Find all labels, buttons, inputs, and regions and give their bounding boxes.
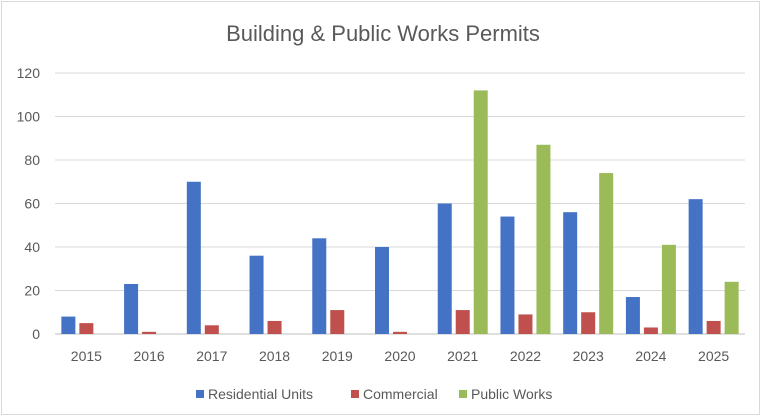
x-tick-label: 2023 <box>573 348 604 364</box>
legend-label: Residential Units <box>208 386 313 402</box>
bar-commercial-2020 <box>393 331 407 334</box>
x-tick-label: 2020 <box>384 348 415 364</box>
bar-public-works-2021 <box>473 90 488 335</box>
bar-residential-units-2019 <box>312 238 327 334</box>
bar-commercial-2022 <box>518 314 533 334</box>
bar-residential-units-2020 <box>375 247 389 334</box>
chart-title: Building & Public Works Permits <box>226 21 540 46</box>
x-tick-label: 2024 <box>635 348 666 364</box>
y-tick-label: 0 <box>32 326 40 342</box>
legend-swatch <box>351 390 359 398</box>
legend-swatch <box>459 390 467 398</box>
bar-commercial-2018 <box>267 320 282 334</box>
x-tick-label: 2018 <box>259 348 290 364</box>
y-axis-ticks: 0 20 40 60 80 100 120 <box>17 65 41 342</box>
bar-commercial-2016 <box>142 331 157 334</box>
bar-public-works-2022 <box>536 144 551 334</box>
y-tick-label: 40 <box>24 239 40 255</box>
y-tick-label: 60 <box>24 196 40 212</box>
legend: Residential Units Commercial Public Works <box>196 386 552 402</box>
bar-public-works-2023 <box>599 173 614 334</box>
bar-commercial-2023 <box>581 312 596 334</box>
bar-residential-units-2018 <box>249 255 264 334</box>
bar-residential-units-2017 <box>186 181 201 334</box>
x-tick-label: 2016 <box>134 348 165 364</box>
bar-residential-units-2023 <box>563 212 578 334</box>
legend-label: Public Works <box>471 386 552 402</box>
bar-public-works-2024 <box>661 244 676 334</box>
y-tick-label: 20 <box>24 283 40 299</box>
bar-residential-units-2021 <box>437 203 452 334</box>
bar-residential-units-2024 <box>625 297 640 334</box>
bars <box>61 90 739 335</box>
bar-residential-units-2025 <box>688 199 703 334</box>
x-tick-label: 2019 <box>322 348 353 364</box>
bar-commercial-2024 <box>643 327 658 334</box>
bar-residential-units-2022 <box>500 216 515 334</box>
x-axis-ticks: 2015 2016 2017 2018 2019 2020 2021 2022 2023 2024… <box>71 348 730 364</box>
bar-residential-units-2016 <box>124 283 139 334</box>
bar-commercial-2015 <box>79 323 94 334</box>
x-tick-label: 2015 <box>71 348 102 364</box>
bar-commercial-2019 <box>330 310 345 334</box>
y-tick-label: 80 <box>24 152 40 168</box>
legend-label: Commercial <box>363 386 438 402</box>
x-tick-label: 2025 <box>698 348 729 364</box>
gridlines <box>55 72 745 335</box>
y-tick-label: 120 <box>17 65 41 81</box>
bar-public-works-2025 <box>724 281 739 334</box>
y-tick-label: 100 <box>17 109 41 125</box>
bar-commercial-2021 <box>455 310 470 334</box>
legend-swatch <box>196 390 204 398</box>
x-tick-label: 2021 <box>447 348 478 364</box>
bar-residential-units-2015 <box>61 316 76 334</box>
x-tick-label: 2017 <box>196 348 227 364</box>
bar-commercial-2017 <box>204 325 219 334</box>
x-tick-label: 2022 <box>510 348 541 364</box>
bar-commercial-2025 <box>706 320 721 334</box>
